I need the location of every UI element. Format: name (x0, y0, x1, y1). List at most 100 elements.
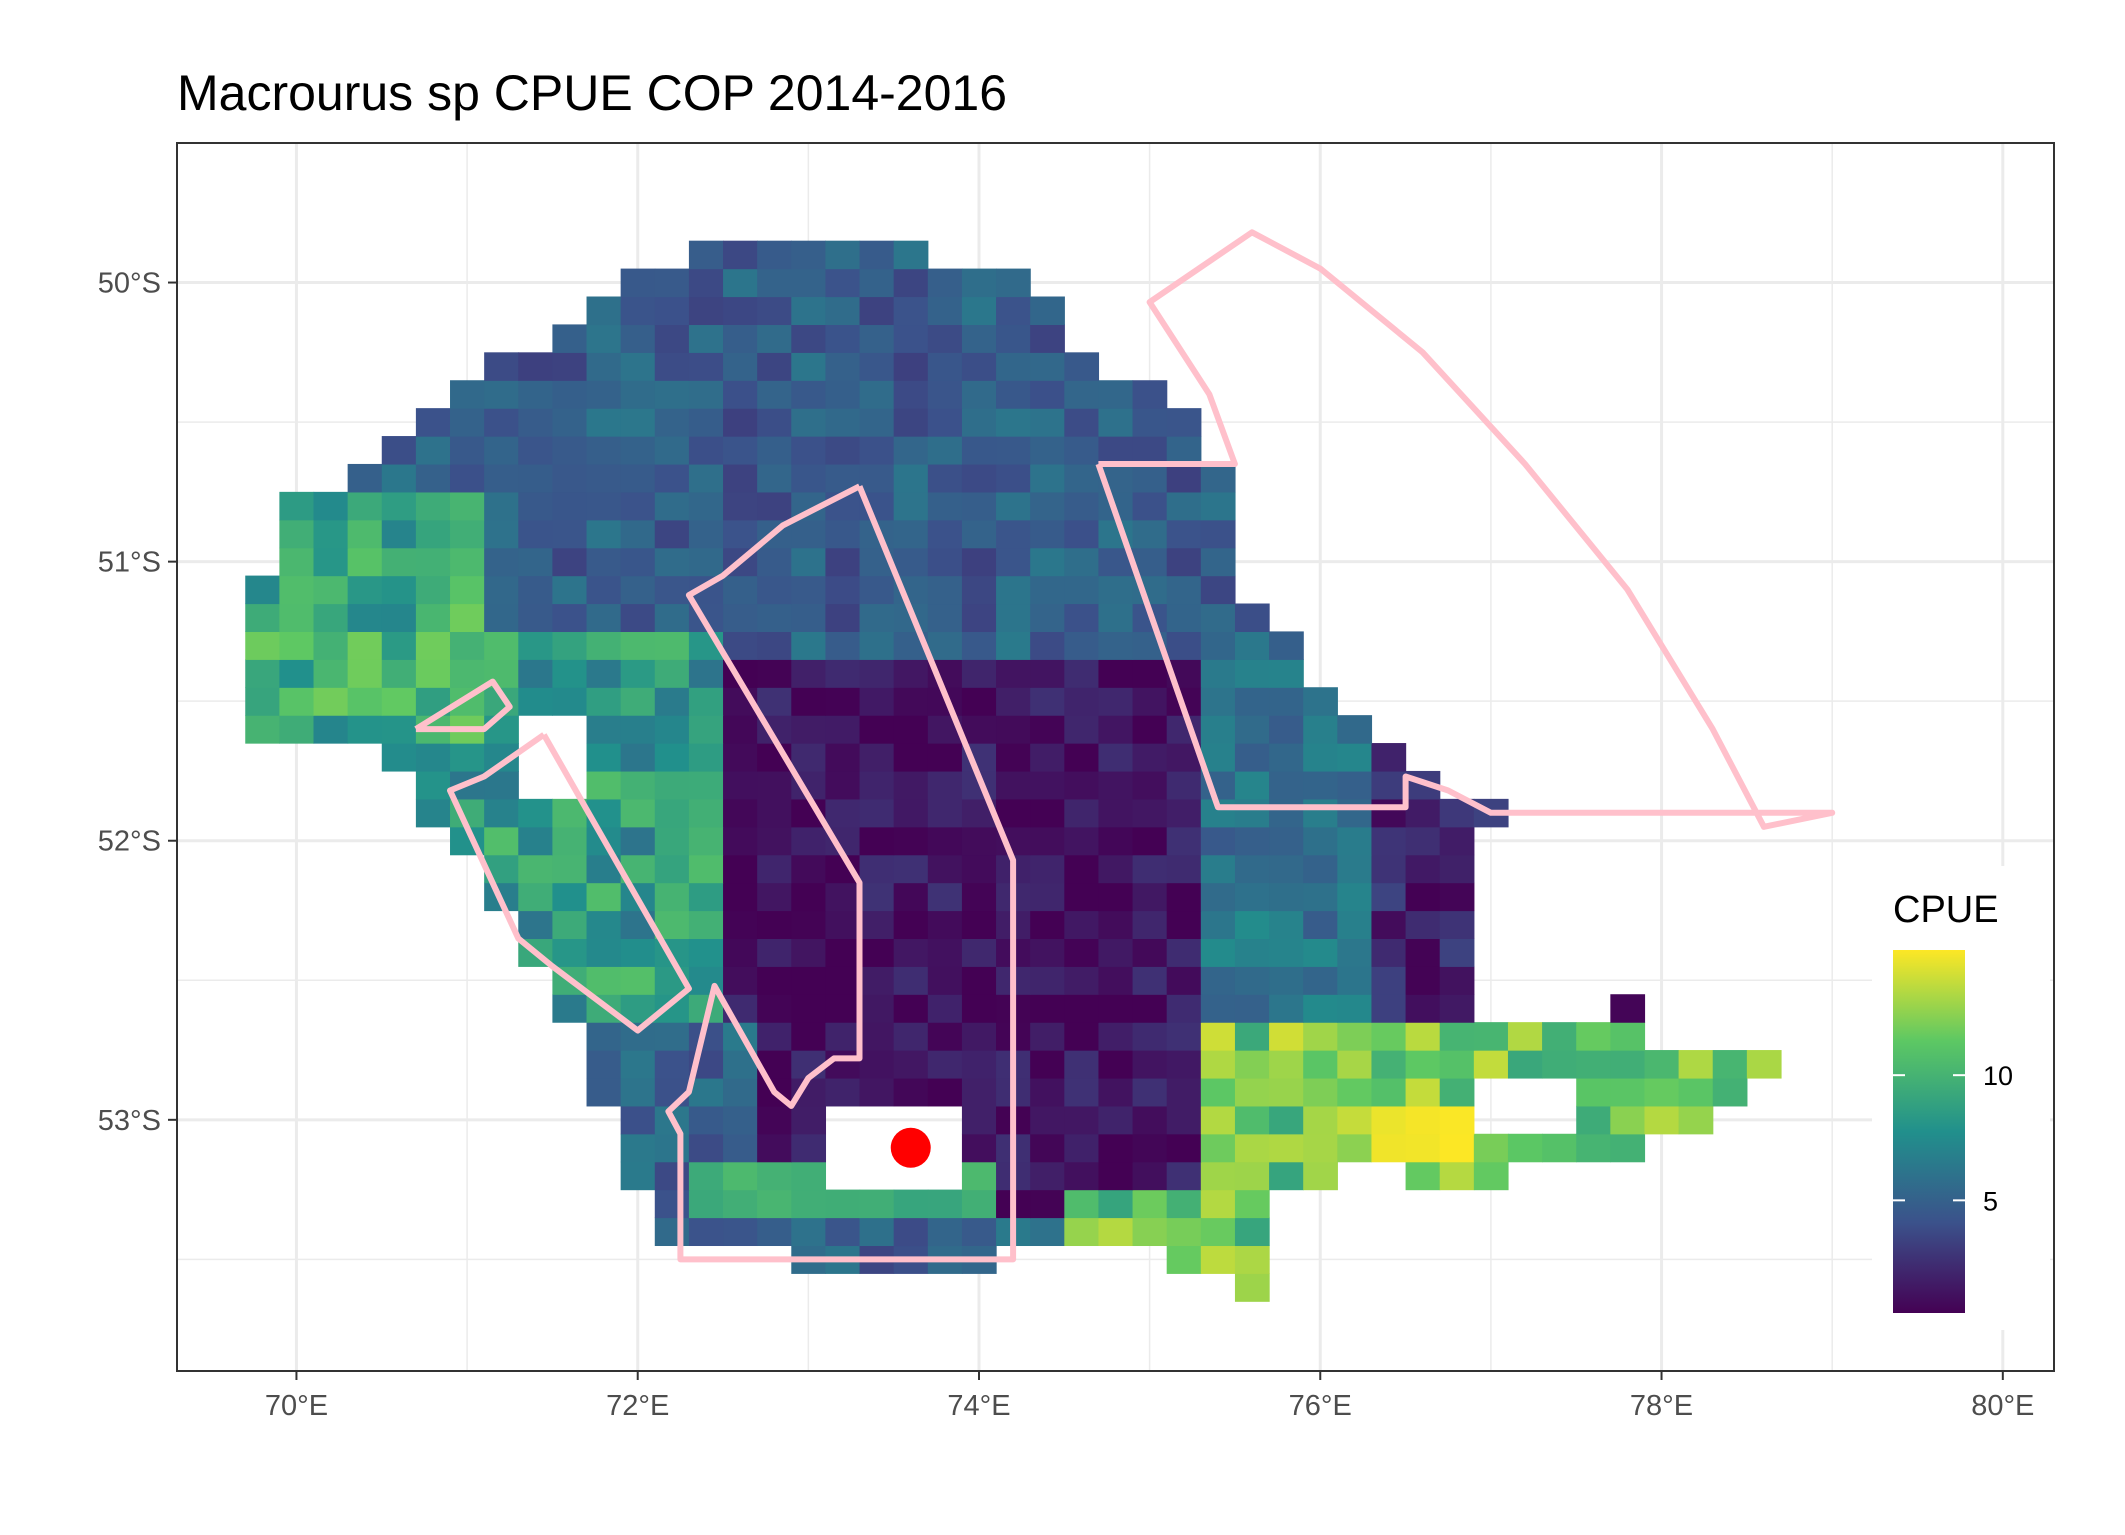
cpue-cell (1542, 1022, 1577, 1051)
cpue-cell (961, 491, 997, 521)
cpue-cell (1405, 854, 1441, 884)
cpue-cell (927, 1189, 963, 1219)
cpue-cell (1269, 1022, 1304, 1051)
cpue-cell (791, 938, 827, 967)
cpue-cell (518, 575, 553, 605)
cpue-cell (1405, 1050, 1441, 1079)
cpue-cell (893, 1217, 929, 1247)
cpue-cell (859, 408, 895, 437)
cpue-cell (518, 631, 553, 660)
cpue-cell (859, 743, 895, 772)
cpue-cell (1098, 715, 1134, 744)
cpue-cell (791, 1105, 827, 1135)
cpue-cell (347, 491, 383, 521)
cpue-cell (996, 268, 1031, 298)
cpue-cell (586, 659, 622, 688)
cpue-cell (1507, 1133, 1543, 1163)
cpue-cell (1678, 1050, 1714, 1079)
cpue-cell (484, 547, 519, 577)
cpue-cell (1132, 519, 1168, 549)
cpue-cell (688, 491, 724, 521)
x-tick-label: 70°E (265, 1390, 328, 1422)
cpue-cell (688, 938, 724, 967)
cpue-cell (757, 352, 792, 381)
cpue-cell (1303, 854, 1338, 884)
cpue-cell (961, 1161, 997, 1191)
cpue-cell (1644, 1050, 1680, 1079)
cpue-cell (1200, 631, 1236, 660)
cpue-cell (825, 966, 861, 995)
cpue-cell (1132, 687, 1168, 716)
cpue-cell (450, 491, 485, 521)
cpue-cell (723, 575, 758, 605)
cpue-cell (1132, 743, 1168, 772)
cpue-cell (961, 380, 997, 409)
cpue-cell (586, 910, 622, 940)
cpue-cell (518, 687, 553, 716)
cpue-cell (1234, 1105, 1270, 1135)
cpue-cell (620, 519, 656, 549)
cpue-cell (723, 352, 758, 381)
area-boundary (447, 732, 692, 1034)
cpue-cell (757, 659, 792, 688)
cpue-cell (1371, 882, 1407, 912)
cpue-cell (1064, 1105, 1100, 1135)
cpue-cell (723, 1161, 758, 1191)
cpue-cell (1064, 380, 1100, 409)
cpue-cell (1371, 1050, 1407, 1079)
cpue-cell (381, 631, 417, 660)
cpue-cell (825, 575, 861, 605)
cpue-cell (1166, 1161, 1202, 1191)
cpue-cell (1098, 1077, 1134, 1107)
cpue-cell (859, 296, 895, 326)
cpue-cell (415, 743, 451, 772)
cpue-cell (654, 1217, 690, 1247)
cpue-cell (723, 463, 758, 493)
cpue-cell (518, 798, 553, 828)
cpue-cell (927, 798, 963, 828)
cpue-cell (1166, 770, 1202, 800)
cpue-cell (1200, 547, 1236, 577)
cpue-cell (791, 854, 827, 884)
cpue-cell (552, 352, 588, 381)
cpue-cell (1030, 547, 1065, 577)
cpue-cell (859, 910, 895, 940)
cpue-cell (927, 1217, 963, 1247)
cpue-cell (893, 352, 929, 381)
cpue-cell (450, 575, 485, 605)
cpue-cell (791, 296, 827, 326)
cpue-cell (825, 687, 861, 716)
cpue-cell (1234, 882, 1270, 912)
cpue-cell (313, 631, 349, 660)
cpue-cell (1303, 882, 1338, 912)
cpue-cell (1064, 575, 1100, 605)
cpue-cell (927, 575, 963, 605)
cpue-cell (859, 575, 895, 605)
area-boundary (665, 483, 1017, 1263)
cpue-cell (723, 436, 758, 465)
cpue-cell (1234, 1022, 1270, 1051)
cpue-cell (415, 631, 451, 660)
cpue-cell (1200, 603, 1236, 633)
cpue-cell (825, 1217, 861, 1247)
cpue-cell (757, 380, 792, 409)
cpue-cell (825, 1077, 861, 1107)
cpue-cell (825, 1022, 861, 1051)
cpue-cell (552, 519, 588, 549)
cpue-cell (927, 882, 963, 912)
area-boundary (1095, 229, 1836, 830)
cpue-cell (859, 603, 895, 633)
cpue-cell (961, 994, 997, 1023)
cpue-cell (757, 1189, 792, 1219)
cpue-cell (1473, 1133, 1509, 1163)
cpue-cell (1064, 715, 1100, 744)
cpue-cell (1644, 1077, 1680, 1107)
cpue-cell (893, 966, 929, 995)
cpue-cell (1166, 938, 1202, 967)
cpue-cell (825, 631, 861, 660)
cpue-cell (381, 463, 417, 493)
cpue-cell (723, 491, 758, 521)
cpue-cell (1371, 966, 1407, 995)
cpue-cell (723, 1189, 758, 1219)
cpue-cell (1200, 966, 1236, 995)
